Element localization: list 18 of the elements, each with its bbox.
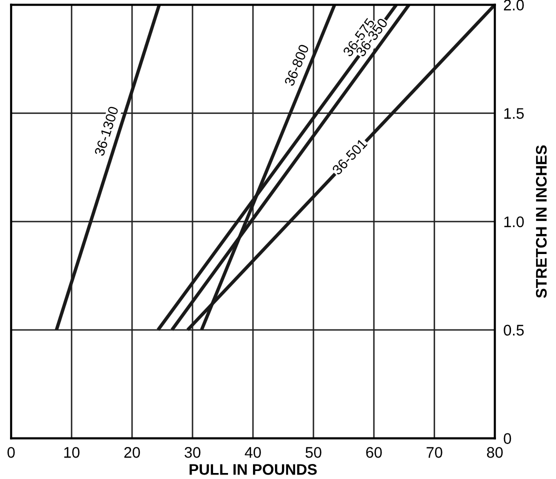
x-tick-label: 40 (244, 447, 261, 458)
y-tick-label: 0.5 (504, 324, 524, 336)
x-tick-label: 50 (306, 447, 322, 458)
x-tick-label: 60 (366, 447, 382, 458)
x-tick-label: 10 (64, 447, 80, 458)
y-tick-label: 0 (504, 433, 512, 444)
x-tick-label: 80 (487, 447, 503, 458)
y-tick-label: 1.0 (504, 216, 524, 228)
x-tick-label: 0 (7, 447, 15, 458)
y-axis-title: STRETCH IN INCHES (536, 145, 547, 298)
x-tick-label: 20 (124, 447, 140, 458)
x-axis-title: PULL IN POUNDS (190, 464, 317, 475)
x-tick-label: 70 (426, 447, 442, 458)
y-tick-label: 1.5 (504, 108, 524, 119)
x-tick-label: 30 (184, 447, 200, 458)
text: 36-1300 (94, 106, 119, 156)
text: 36-800 (284, 44, 310, 87)
y-tick-label: 2.0 (504, 0, 524, 10)
